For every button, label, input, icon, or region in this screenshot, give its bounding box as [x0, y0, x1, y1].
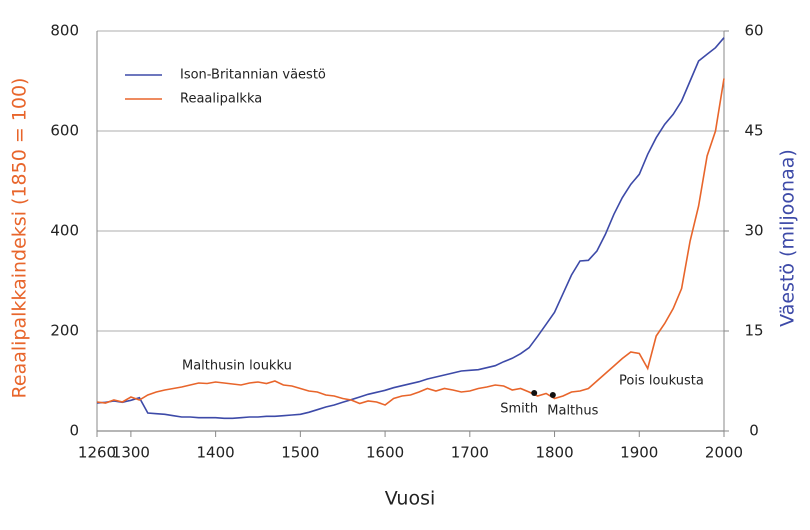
- y2-axis-label: Väestö (miljoonaa): [777, 149, 799, 327]
- x-tick-label: 1700: [451, 444, 489, 462]
- point-label: Malthus: [547, 404, 598, 419]
- y2-tick-label: 0: [749, 422, 759, 440]
- y2-tick-label: 60: [744, 22, 763, 40]
- annotation: Malthusin loukku: [182, 359, 292, 374]
- x-axis-label: Vuosi: [385, 488, 436, 510]
- y2-tick-label: 45: [744, 122, 763, 140]
- y2-tick-label: 15: [744, 322, 763, 340]
- y-tick-label: 0: [69, 422, 79, 440]
- annotation: Pois loukusta: [619, 374, 704, 389]
- point: [531, 390, 538, 396]
- x-tick-label: 1800: [535, 444, 573, 462]
- series-line: [96, 78, 725, 406]
- y-axis-label: Reaalipalkkaindeksi (1850 = 100): [9, 78, 31, 399]
- y-tick-label: 400: [50, 222, 79, 240]
- legend-label: Ison-Britannian väestö: [180, 68, 326, 83]
- point: [549, 392, 556, 398]
- x-tick-label: 1600: [366, 444, 404, 462]
- legend-label: Reaalipalkka: [180, 92, 262, 107]
- y-tick-label: 200: [50, 322, 79, 340]
- y-tick-label: 600: [50, 122, 79, 140]
- x-tick-label: 1400: [197, 444, 235, 462]
- y2-tick-label: 30: [744, 222, 763, 240]
- series-line: [96, 37, 725, 420]
- x-tick-label: 1900: [620, 444, 658, 462]
- x-tick-label: 1260: [78, 444, 116, 462]
- x-tick-label: 1500: [281, 444, 319, 462]
- point-label: Smith: [500, 402, 538, 417]
- x-tick-label: 1300: [112, 444, 150, 462]
- x-tick-label: 2000: [705, 444, 743, 462]
- y-tick-label: 800: [50, 22, 79, 40]
